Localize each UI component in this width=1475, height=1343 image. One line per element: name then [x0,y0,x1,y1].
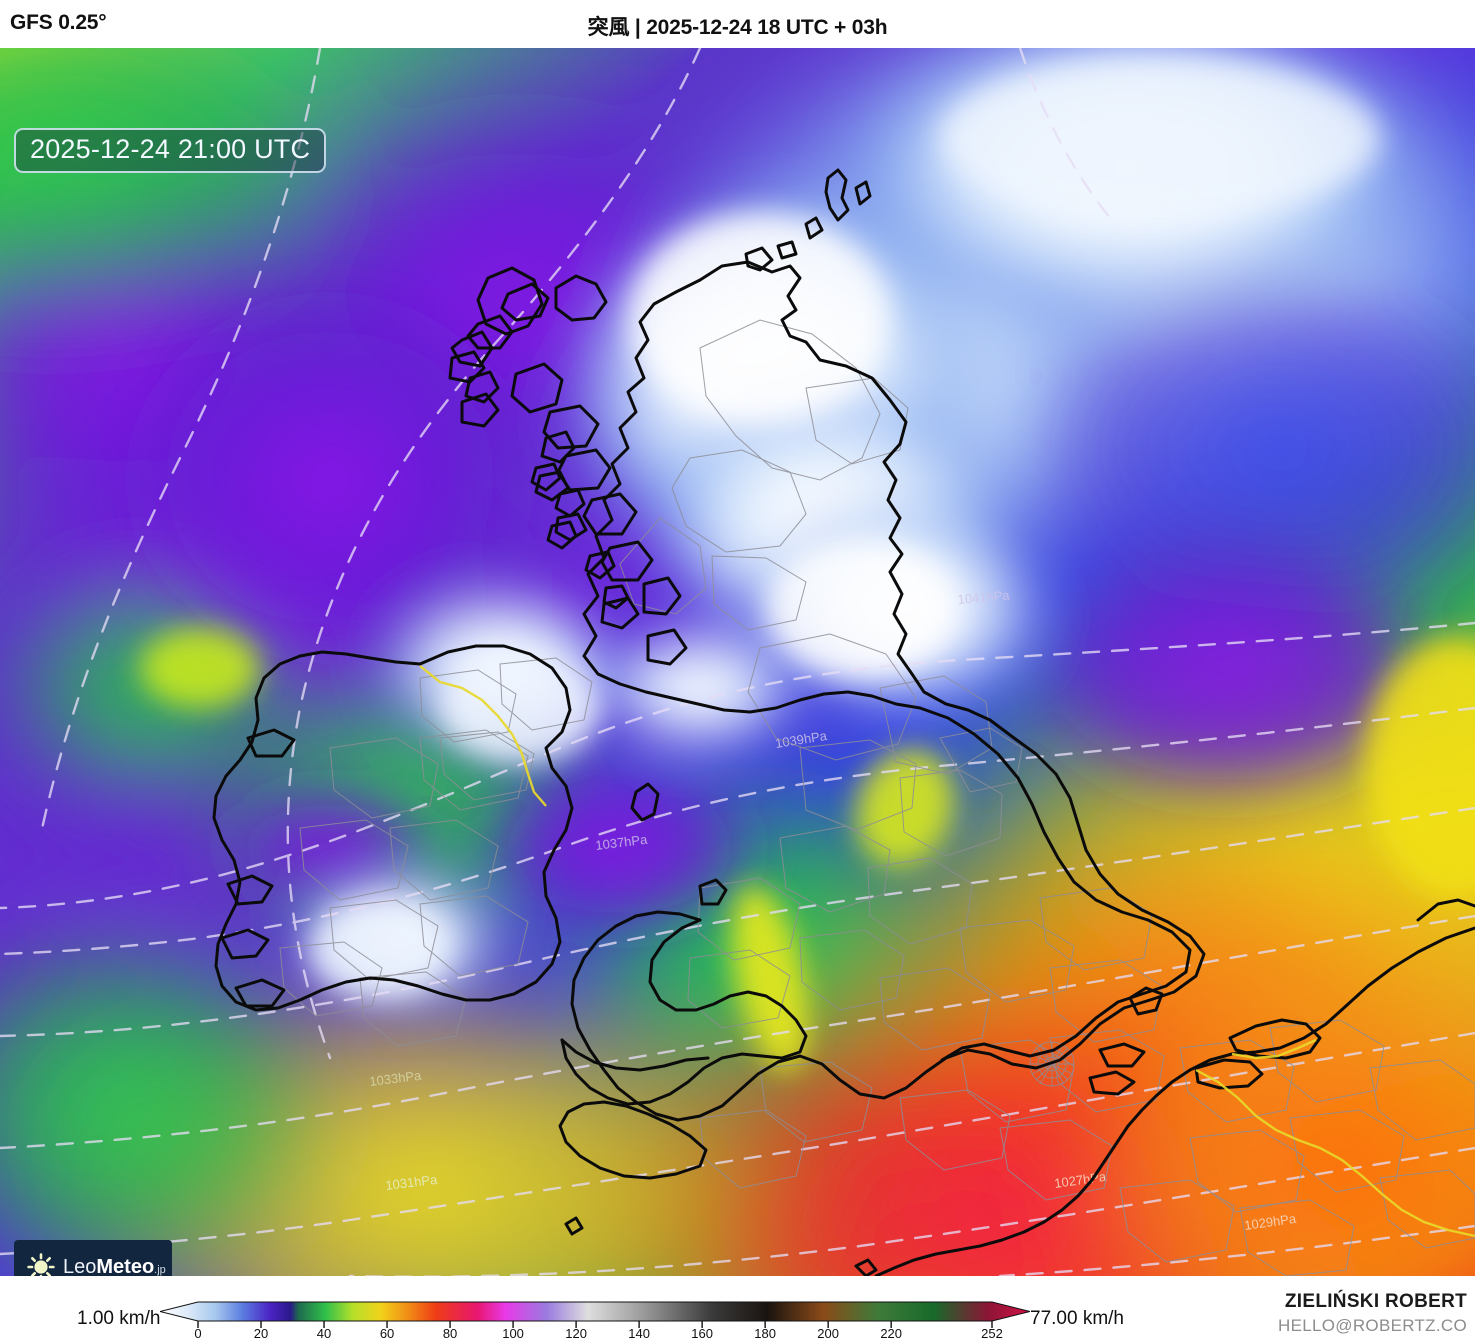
page-title: 突風 | 2025-12-24 18 UTC + 03h [587,16,888,39]
national-borders-layer [419,665,1475,1238]
logo-tld: .jp [154,1263,166,1276]
colorbar-tick-label: 100 [502,1326,524,1338]
logo-wordmark: LeoMeteo.jp [63,1257,166,1277]
colorbar-tick-label: 200 [817,1326,839,1338]
isobar-label: 1033hPa [369,1068,423,1089]
admin-borders-layer [279,319,1475,1276]
logo-meteo: Meteo [96,1255,155,1277]
colorbar-tick-label: 60 [380,1326,394,1338]
colorbar-max-label: 77.00 km/h [1030,1308,1124,1329]
leometeo-logo[interactable]: LeoMeteo.jp [14,1240,172,1276]
forecast-map[interactable]: 1041hPa 1039hPa 1037hPa 1033hPa 1031hPa … [0,48,1475,1276]
header-bar: GFS 0.25° 突風 | 2025-12-24 18 UTC + 03h [0,0,1475,48]
author-email[interactable]: HELLO@ROBERTZ.CO [1278,1316,1467,1335]
colorbar-tick-label: 40 [317,1326,331,1338]
model-label: GFS 0.25° [10,11,107,34]
colorbar-svg: 0 20 40 60 80 100 120 140 160 180 200 220 252 [159,1301,1031,1341]
isobar-label: 1029hPa [1243,1211,1297,1233]
colorbar[interactable]: 0 20 40 60 80 100 120 140 160 180 200 220 252 [159,1296,1031,1341]
valid-time-badge[interactable]: 2025-12-24 21:00 UTC [14,128,327,173]
sun-icon [27,1252,55,1276]
isobar-layer [0,48,1475,1276]
map-canvas: 1041hPa 1039hPa 1037hPa 1033hPa 1031hPa … [0,48,1475,1276]
colorbar-tick-label: 220 [880,1326,902,1338]
logo-leo: Leo [63,1255,97,1277]
colorbar-min-label: 1.00 km/h [77,1308,161,1329]
colorbar-tick-label: 120 [565,1326,587,1338]
isobar-labels: 1041hPa 1039hPa 1037hPa 1033hPa 1031hPa … [369,587,1298,1233]
colorbar-tick-label: 180 [754,1326,776,1338]
colorbar-tick-label: 160 [691,1326,713,1338]
colorbar-tick-label: 80 [443,1326,457,1338]
isobar-label: 1037hPa [595,832,649,853]
colorbar-tick-label: 140 [628,1326,650,1338]
coastline-layer [212,168,1475,1276]
gust-field-layer [0,48,1475,1276]
isobar-label: 1041hPa [957,587,1011,607]
colorbar-tick-label: 20 [254,1326,268,1338]
colorbar-tick-label: 0 [194,1326,201,1338]
colorbar-tick-label: 252 [981,1326,1003,1338]
author-name: ZIELIŃSKI ROBERT [1284,1291,1467,1312]
isobar-label: 1031hPa [385,1172,439,1193]
author-credit: ZIELIŃSKI ROBERT HELLO@ROBERTZ.CO [1278,1291,1467,1336]
